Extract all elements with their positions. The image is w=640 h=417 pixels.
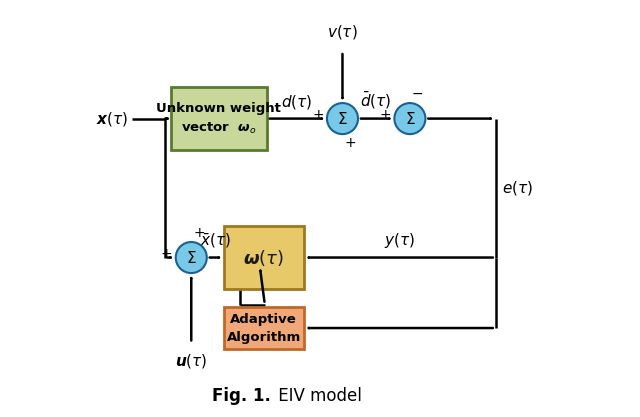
Circle shape: [394, 103, 426, 134]
Text: +: +: [161, 247, 172, 261]
Text: $y(\tau)$: $y(\tau)$: [384, 231, 415, 250]
Text: $\boldsymbol{\omega}(\tau)$: $\boldsymbol{\omega}(\tau)$: [243, 248, 284, 268]
Text: EIV model: EIV model: [273, 387, 362, 405]
Text: +: +: [193, 226, 205, 240]
Circle shape: [327, 103, 358, 134]
Text: Fig. 1.: Fig. 1.: [212, 387, 271, 405]
Text: $d(\tau)$: $d(\tau)$: [281, 93, 312, 111]
Text: +: +: [344, 136, 356, 150]
Text: $\bar{d}(\tau)$: $\bar{d}(\tau)$: [360, 90, 392, 111]
Text: Unknown weight: Unknown weight: [156, 102, 282, 115]
Text: +: +: [312, 108, 324, 122]
Text: Algorithm: Algorithm: [227, 331, 301, 344]
Text: $\bar{x}(\tau)$: $\bar{x}(\tau)$: [200, 232, 231, 250]
Text: $e(\tau)$: $e(\tau)$: [502, 179, 533, 197]
Text: +: +: [380, 108, 391, 122]
Bar: [224, 306, 303, 349]
Text: $\boldsymbol{u}(\tau)$: $\boldsymbol{u}(\tau)$: [175, 352, 207, 369]
Text: $\boldsymbol{x}(\tau)$: $\boldsymbol{x}(\tau)$: [96, 110, 128, 128]
Circle shape: [176, 242, 207, 273]
Text: vector  $\boldsymbol{\omega}_o$: vector $\boldsymbol{\omega}_o$: [181, 121, 257, 136]
Text: $v(\tau)$: $v(\tau)$: [327, 23, 358, 41]
Text: $\Sigma$: $\Sigma$: [186, 249, 196, 266]
Text: −: −: [412, 87, 424, 101]
Bar: [224, 226, 303, 289]
Bar: [171, 87, 267, 150]
Text: $\Sigma$: $\Sigma$: [337, 111, 348, 127]
Text: Adaptive: Adaptive: [230, 313, 297, 326]
Text: $\Sigma$: $\Sigma$: [404, 111, 415, 127]
